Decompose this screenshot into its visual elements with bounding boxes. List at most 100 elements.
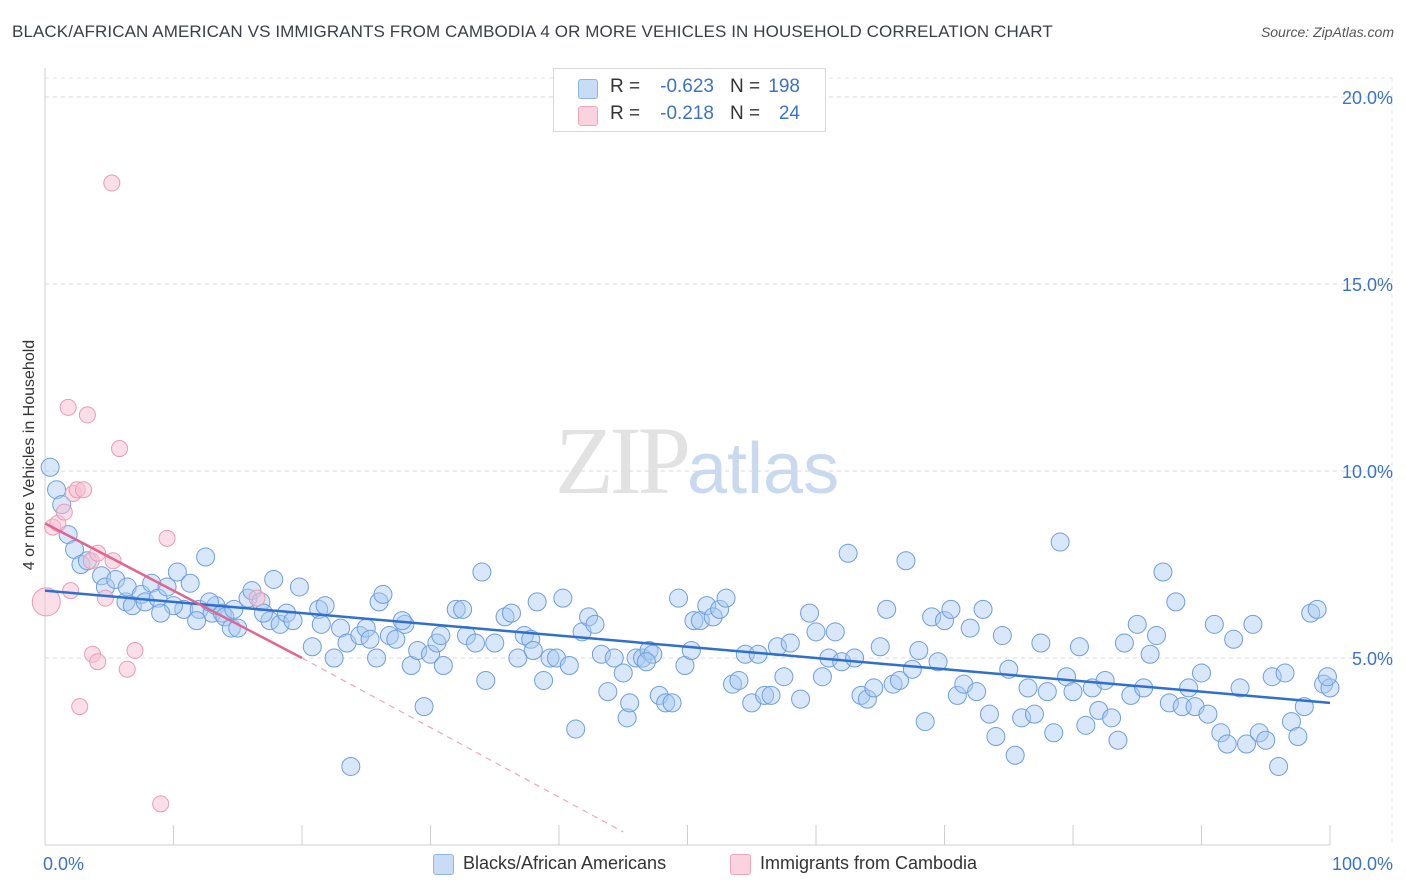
point-blacks — [896, 551, 916, 571]
point-blacks — [508, 648, 528, 668]
y-tick-label: 5.0% — [1352, 649, 1393, 669]
point-blacks — [617, 708, 637, 728]
point-blacks — [922, 607, 942, 627]
grid — [45, 77, 1393, 845]
legend-n-value: 198 — [768, 76, 800, 97]
point-cambodia — [89, 653, 107, 671]
point-blacks — [662, 693, 682, 713]
point-blacks — [1192, 663, 1211, 683]
point-blacks — [1179, 678, 1199, 698]
point-cambodia — [59, 398, 77, 416]
point-blacks — [566, 719, 586, 739]
point-blacks — [681, 641, 701, 661]
point-blacks — [902, 659, 922, 679]
legend-n-label: N = — [730, 103, 761, 124]
x-tick-label-max: 100.0% — [1332, 854, 1393, 874]
point-blacks — [47, 480, 67, 500]
point-blacks — [1230, 678, 1250, 698]
trend-line-cambodia-extension — [301, 657, 624, 833]
point-blacks — [414, 697, 434, 717]
point-cambodia — [152, 795, 170, 813]
point-blacks — [465, 633, 485, 653]
watermark-atlas: atlas — [687, 429, 840, 509]
legend-swatch-blacks — [578, 79, 598, 99]
point-blacks — [324, 648, 344, 668]
point-blacks — [1301, 603, 1321, 623]
point-blacks — [360, 629, 380, 649]
point-blacks — [283, 611, 303, 631]
point-blacks — [941, 599, 961, 619]
point-blacks — [1018, 678, 1038, 698]
point-blacks — [1204, 614, 1224, 634]
point-blacks — [1140, 644, 1160, 664]
point-blacks — [367, 648, 387, 668]
point-blacks — [540, 648, 560, 668]
point-cambodia — [31, 587, 61, 617]
point-blacks — [639, 641, 659, 661]
point-blacks — [1198, 704, 1218, 724]
point-blacks — [986, 727, 1006, 747]
point-blacks — [527, 592, 547, 612]
point-blacks — [1236, 734, 1256, 754]
point-blacks — [1262, 667, 1282, 687]
point-blacks — [755, 685, 775, 705]
point-cambodia — [126, 642, 144, 660]
point-blacks — [315, 596, 335, 616]
point-blacks — [604, 648, 624, 668]
point-blacks — [1102, 708, 1122, 728]
point-blacks — [992, 626, 1012, 646]
point-blacks — [311, 614, 331, 634]
bottom-legend-label-blacks: Blacks/African Americans — [463, 853, 667, 873]
series-blacks-points — [40, 457, 1340, 776]
point-blacks — [825, 622, 845, 642]
point-blacks — [553, 588, 573, 608]
point-cambodia — [62, 582, 80, 600]
point-blacks — [270, 614, 290, 634]
point-blacks — [883, 674, 903, 694]
point-blacks — [1037, 682, 1057, 702]
point-cambodia — [158, 529, 176, 547]
point-blacks — [1108, 730, 1128, 750]
point-blacks — [1211, 723, 1231, 743]
point-blacks — [395, 614, 415, 634]
point-blacks — [224, 599, 244, 619]
source-label: Source: ZipAtlas.com — [1260, 24, 1394, 40]
point-blacks — [386, 629, 406, 649]
point-blacks — [845, 648, 865, 668]
trend-lines — [44, 522, 1331, 833]
axes — [44, 68, 1331, 846]
point-blacks — [260, 611, 280, 631]
point-blacks — [812, 667, 832, 687]
point-blacks — [40, 457, 60, 477]
point-blacks — [1024, 704, 1044, 724]
point-blacks — [495, 607, 515, 627]
point-blacks — [485, 633, 505, 653]
point-cambodia — [118, 660, 136, 678]
bottom-legend-label-cambodia: Immigrants from Cambodia — [760, 853, 978, 873]
point-blacks — [643, 644, 663, 664]
point-blacks — [838, 543, 858, 563]
point-blacks — [534, 670, 554, 690]
point-cambodia — [103, 174, 121, 192]
point-blacks — [864, 678, 884, 698]
point-blacks — [800, 603, 820, 623]
legend-row-blacks: R = -0.623 N = 198 — [554, 74, 825, 102]
bottom-legend: Blacks/African Americans Immigrants from… — [0, 852, 1406, 878]
point-blacks — [431, 626, 451, 646]
point-cambodia — [78, 406, 96, 424]
point-blacks — [1153, 562, 1173, 582]
point-cambodia — [55, 503, 73, 521]
point-blacks — [1127, 614, 1147, 634]
point-blacks — [433, 655, 453, 675]
point-blacks — [636, 652, 656, 672]
legend-row-cambodia: R = -0.218 N = 24 — [554, 101, 825, 129]
point-blacks — [1095, 670, 1115, 690]
point-blacks — [472, 562, 492, 582]
point-cambodia — [96, 589, 114, 607]
point-blacks — [1012, 708, 1032, 728]
y-tick-label: 15.0% — [1342, 275, 1393, 295]
watermark: ZIPatlas — [555, 405, 839, 516]
point-blacks — [106, 569, 126, 589]
point-blacks — [722, 674, 742, 694]
point-cambodia — [248, 589, 266, 607]
